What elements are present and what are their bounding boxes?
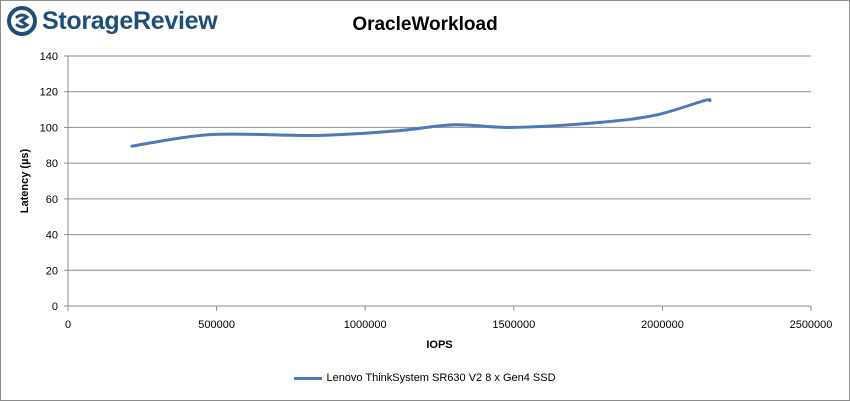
x-tick-label: 1000000 bbox=[344, 319, 387, 331]
storagereview-logo-icon bbox=[7, 6, 37, 36]
y-tick-label: 60 bbox=[46, 194, 58, 206]
x-tick-label: 0 bbox=[65, 319, 71, 331]
y-tick-label: 100 bbox=[40, 122, 58, 134]
brand-name: StorageReview bbox=[42, 6, 218, 35]
series-line bbox=[130, 98, 712, 148]
series-layer bbox=[130, 98, 712, 148]
y-tick-label: 0 bbox=[52, 301, 58, 313]
y-axis-title: Latency (µs) bbox=[19, 148, 31, 213]
y-tick-label: 80 bbox=[46, 158, 58, 170]
axis-layer: 0 20 40 60 80 100 120 140 0 500000 1000000 1500000 2… bbox=[40, 51, 833, 331]
legend-series-label: Lenovo ThinkSystem SR630 V2 8 x Gen4 SSD bbox=[326, 372, 556, 384]
y-tick-label: 40 bbox=[46, 230, 58, 242]
x-tick-label: 2000000 bbox=[641, 319, 684, 331]
x-tick-label: 2500000 bbox=[790, 319, 833, 331]
x-tick-label: 1500000 bbox=[492, 319, 535, 331]
chart-title: OracleWorkload bbox=[352, 14, 498, 35]
brand-logo: StorageReview bbox=[7, 4, 218, 38]
y-tick-label: 20 bbox=[46, 265, 58, 277]
grid-layer bbox=[68, 55, 811, 307]
x-axis-title: IOPS bbox=[426, 339, 452, 351]
y-tick-label: 120 bbox=[40, 87, 58, 99]
y-tick-label: 140 bbox=[40, 51, 58, 63]
legend: Lenovo ThinkSystem SR630 V2 8 x Gen4 SSD bbox=[0, 372, 850, 384]
x-tick-label: 500000 bbox=[198, 319, 235, 331]
legend-series-swatch bbox=[294, 376, 323, 380]
